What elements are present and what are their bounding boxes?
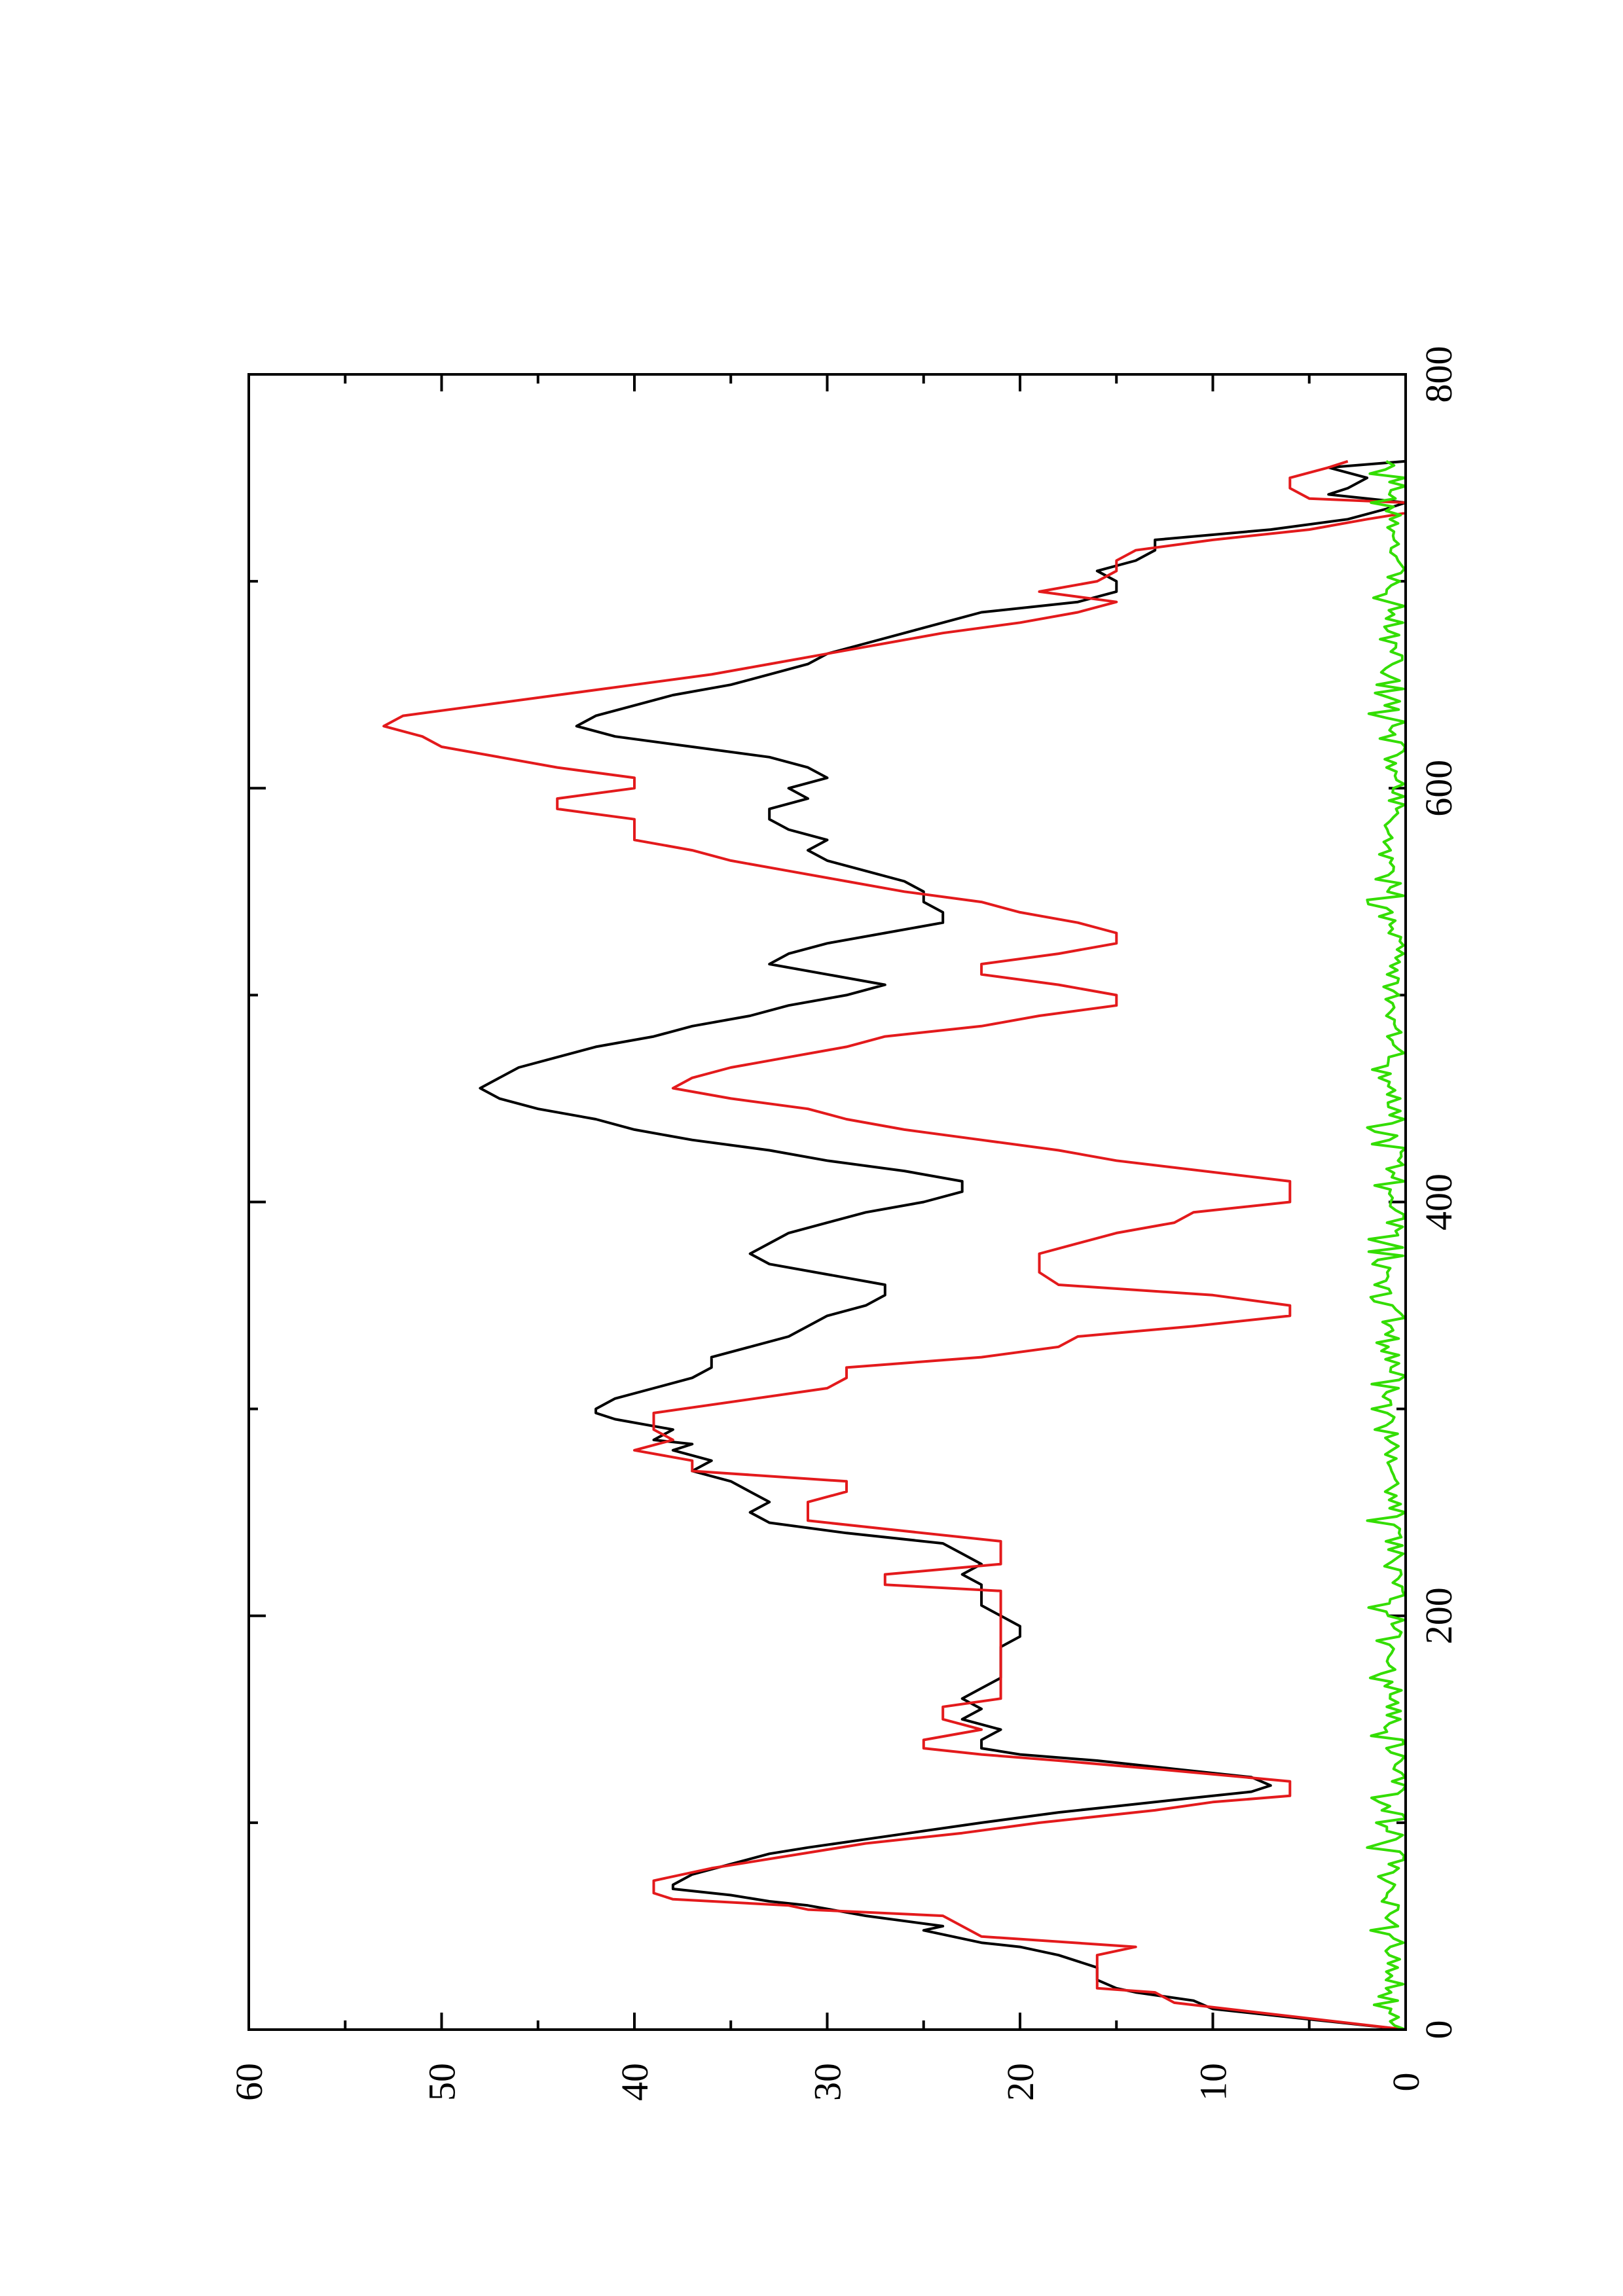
- y-tick-label: 0: [1385, 2073, 1427, 2092]
- series-line-3: [1366, 460, 1407, 2031]
- lines-layer: [382, 459, 1407, 2031]
- x-tick-label: 800: [1417, 346, 1460, 403]
- x-tick-label: 400: [1417, 1174, 1460, 1230]
- plot-frame: [247, 373, 1407, 2031]
- x-tick-label: 200: [1417, 1587, 1460, 1644]
- y-tick-label: 10: [1192, 2063, 1235, 2101]
- y-tick-label: 30: [807, 2063, 849, 2101]
- y-tick-label: 50: [421, 2063, 464, 2101]
- y-tick-label: 60: [228, 2063, 270, 2101]
- ticks-layer: [247, 373, 1407, 2031]
- series-line-1: [479, 459, 1407, 2031]
- x-tick-label: 0: [1417, 2020, 1460, 2039]
- series-line-2: [382, 459, 1407, 2031]
- y-tick-label: 40: [613, 2063, 656, 2101]
- y-tick-label: 20: [999, 2063, 1042, 2101]
- labels-layer: 0 200 400 600 800 0 10 20 30 40 50 60: [228, 346, 1460, 2102]
- x-tick-label: 600: [1417, 760, 1460, 817]
